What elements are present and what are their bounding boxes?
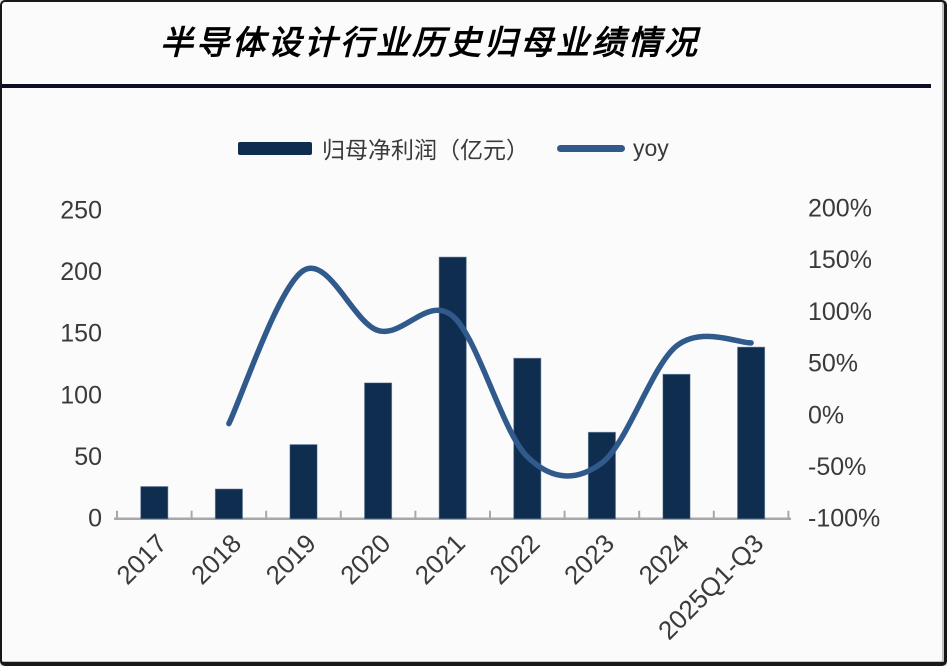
left-axis-tick-label: 250: [60, 196, 102, 224]
right-axis-tick-label: 50%: [808, 350, 858, 378]
x-axis-label-2018: 2018: [185, 528, 247, 590]
bar-2018: [214, 488, 243, 520]
left-axis-tick-label: 100: [60, 381, 102, 409]
right-axis-tick-label: -100%: [808, 505, 880, 533]
x-axis-label-2020: 2020: [334, 528, 396, 590]
left-axis-tick-label: 150: [60, 320, 102, 348]
chart-title: 半导体设计行业历史归母业绩情况: [160, 26, 700, 62]
x-axis-label-2023: 2023: [558, 528, 620, 590]
legend-label-yoy: yoy: [633, 134, 669, 161]
bar-2024: [662, 373, 691, 520]
bar-2025Q1-Q3: [737, 346, 766, 520]
right-axis-tick-label: 150%: [808, 246, 872, 274]
bar-2020: [364, 382, 393, 520]
left-axis-tick-label: 0: [88, 505, 102, 533]
right-axis-tick-label: 100%: [808, 298, 872, 326]
legend-item-yoy: yoy: [557, 135, 669, 162]
title-divider: [2, 84, 931, 88]
bar-2023: [587, 431, 616, 520]
yoy-line: [226, 265, 754, 479]
right-axis-tick-label: 0%: [808, 401, 844, 429]
legend-label-net-profit: 归母净利润（亿元）: [322, 137, 529, 163]
bar-2019: [289, 444, 318, 520]
bar-series-swatch-icon: [238, 141, 312, 155]
x-axis-label-2019: 2019: [260, 528, 322, 590]
line-series-swatch-icon: [557, 144, 625, 152]
bar-2021: [438, 256, 467, 520]
right-axis-tick-label: 200%: [808, 195, 872, 223]
right-axis-tick-label: -50%: [808, 453, 866, 481]
left-axis-tick-label: 50: [74, 443, 102, 471]
x-axis-label-2022: 2022: [483, 528, 545, 590]
bar-2017: [140, 486, 169, 520]
legend-item-net-profit: 归母净利润（亿元）: [238, 131, 529, 165]
x-axis-label-2017: 2017: [110, 528, 172, 590]
x-axis-label-2024: 2024: [633, 528, 695, 590]
left-axis-tick-label: 200: [60, 258, 102, 286]
x-axis-label-2021: 2021: [409, 528, 471, 590]
bar-2022: [513, 357, 542, 520]
legend: 归母净利润（亿元） yoy: [238, 133, 669, 163]
